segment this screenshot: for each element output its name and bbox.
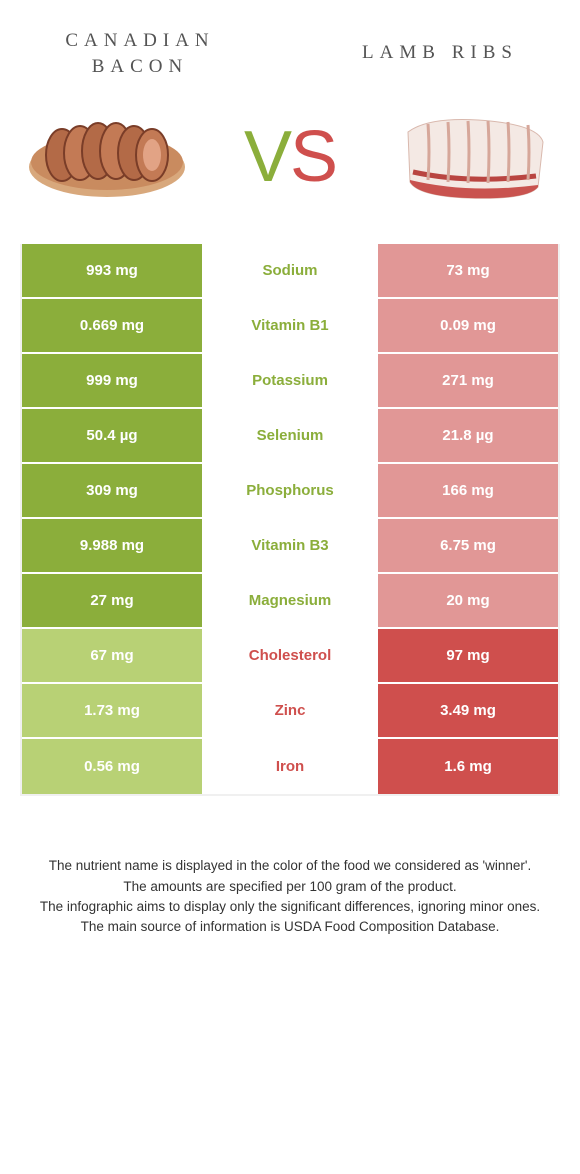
nutrient-name-cell: Iron	[202, 739, 378, 794]
right-value-cell: 3.49 mg	[378, 684, 558, 737]
left-value-cell: 0.669 mg	[22, 299, 202, 352]
left-value-cell: 993 mg	[22, 244, 202, 297]
nutrient-name-cell: Vitamin B1	[202, 299, 378, 352]
table-row: 0.669 mgVitamin B10.09 mg	[22, 299, 558, 354]
nutrient-name-cell: Potassium	[202, 354, 378, 407]
nutrient-name-cell: Sodium	[202, 244, 378, 297]
vs-label: VS	[244, 116, 336, 198]
table-row: 67 mgCholesterol97 mg	[22, 629, 558, 684]
nutrient-name-cell: Zinc	[202, 684, 378, 737]
left-value-cell: 27 mg	[22, 574, 202, 627]
left-value-cell: 0.56 mg	[22, 739, 202, 794]
table-row: 309 mgPhosphorus166 mg	[22, 464, 558, 519]
table-row: 0.56 mgIron1.6 mg	[22, 739, 558, 794]
right-value-cell: 6.75 mg	[378, 519, 558, 572]
left-food-image	[22, 99, 192, 214]
table-row: 27 mgMagnesium20 mg	[22, 574, 558, 629]
nutrient-name-cell: Vitamin B3	[202, 519, 378, 572]
right-food-title: LAMB RIBS	[340, 28, 540, 66]
right-food-image	[388, 99, 558, 214]
left-value-cell: 9.988 mg	[22, 519, 202, 572]
header: CANADIAN BACON LAMB RIBS	[0, 0, 580, 79]
left-value-cell: 1.73 mg	[22, 684, 202, 737]
left-value-cell: 999 mg	[22, 354, 202, 407]
table-row: 993 mgSodium73 mg	[22, 244, 558, 299]
nutrient-name-cell: Magnesium	[202, 574, 378, 627]
table-row: 9.988 mgVitamin B36.75 mg	[22, 519, 558, 574]
left-food-title: CANADIAN BACON	[40, 28, 240, 79]
table-row: 50.4 µgSelenium21.8 µg	[22, 409, 558, 464]
left-value-cell: 50.4 µg	[22, 409, 202, 462]
footer-line: The infographic aims to display only the…	[20, 897, 560, 917]
nutrient-name-cell: Selenium	[202, 409, 378, 462]
footer-line: The main source of information is USDA F…	[20, 917, 560, 937]
vs-v: V	[244, 116, 290, 198]
vs-s: S	[290, 116, 336, 198]
right-value-cell: 97 mg	[378, 629, 558, 682]
right-value-cell: 1.6 mg	[378, 739, 558, 794]
left-value-cell: 67 mg	[22, 629, 202, 682]
right-value-cell: 73 mg	[378, 244, 558, 297]
table-row: 1.73 mgZinc3.49 mg	[22, 684, 558, 739]
right-value-cell: 166 mg	[378, 464, 558, 517]
right-value-cell: 0.09 mg	[378, 299, 558, 352]
footer-line: The amounts are specified per 100 gram o…	[20, 877, 560, 897]
footer-notes: The nutrient name is displayed in the co…	[20, 856, 560, 937]
nutrient-name-cell: Cholesterol	[202, 629, 378, 682]
footer-line: The nutrient name is displayed in the co…	[20, 856, 560, 876]
table-bottom-border	[20, 794, 560, 796]
right-value-cell: 21.8 µg	[378, 409, 558, 462]
left-value-cell: 309 mg	[22, 464, 202, 517]
right-value-cell: 271 mg	[378, 354, 558, 407]
image-row: VS	[0, 79, 580, 244]
nutrient-name-cell: Phosphorus	[202, 464, 378, 517]
right-value-cell: 20 mg	[378, 574, 558, 627]
table-row: 999 mgPotassium271 mg	[22, 354, 558, 409]
comparison-table: 993 mgSodium73 mg0.669 mgVitamin B10.09 …	[20, 244, 560, 794]
